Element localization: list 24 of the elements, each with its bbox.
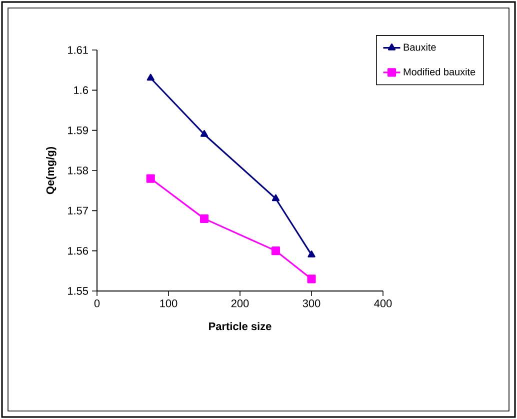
point [271,246,280,256]
y-axis-title: Qe(mg/g) [46,146,56,194]
x-axis-title: Particle size [209,322,272,330]
legend-label: Modified bauxite [404,68,476,76]
x-tick-label: 0 [94,300,100,308]
x-tick-label: 300 [302,300,320,308]
legend-label: Bauxite [404,43,436,51]
point [146,174,155,183]
point [200,130,208,137]
y-tick-label: 1.61 [68,46,88,54]
point [200,214,209,223]
y-tick-label: 1.57 [68,206,88,214]
y-tick-label: 1.59 [68,126,88,134]
x-tick-label: 200 [231,300,249,308]
point [308,250,316,258]
y-tick-label: 1.55 [68,287,88,295]
x-tick-label: 100 [160,300,178,308]
point [272,194,280,202]
point [146,74,154,81]
y-tick-label: 1.58 [68,166,88,174]
x-tick-label: 400 [374,300,392,308]
point [307,274,316,284]
y-tick-label: 1.6 [74,86,88,94]
y-tick-label: 1.56 [68,246,88,255]
